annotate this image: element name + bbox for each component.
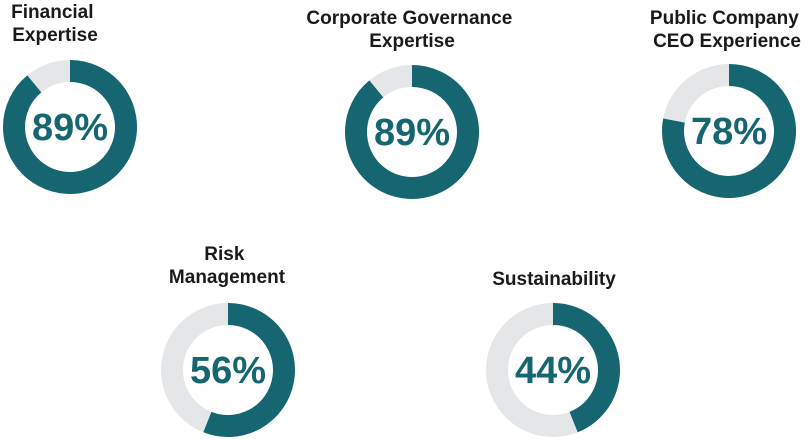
- donut-title-line-1: Risk: [204, 244, 245, 265]
- donut-filled-arc: [203, 303, 295, 437]
- donut-title: Public Company CEO Experience: [650, 8, 804, 52]
- donut-filled-arc: [345, 65, 479, 199]
- donut-title: Sustainability: [492, 269, 616, 290]
- donut-chart-sustainability: Sustainability 44%: [486, 269, 620, 437]
- donut-value-label: 89%: [374, 112, 450, 154]
- donut-title-line-2: CEO Experience: [653, 31, 801, 52]
- donut-title: Financial Expertise: [11, 2, 99, 46]
- donut-chart-public-company-ceo: Public Company CEO Experience 78%: [650, 8, 804, 198]
- donut-title-line-2: Expertise: [369, 31, 455, 52]
- donut-title-line-1: Corporate Governance: [306, 8, 512, 29]
- donut-value-label: 44%: [515, 350, 591, 392]
- donut-value-label: 78%: [691, 111, 767, 153]
- donut-filled-arc: [3, 60, 137, 194]
- donut-chart-corporate-governance: Corporate Governance Expertise 89%: [306, 8, 517, 199]
- donut-value-label: 56%: [190, 350, 266, 392]
- donut-title-line-1: Sustainability: [492, 269, 616, 290]
- donut-value-label: 89%: [32, 107, 108, 149]
- donut-title: Corporate Governance Expertise: [306, 8, 517, 52]
- donut-title-line-2: Management: [169, 267, 286, 288]
- donut-filled-arc: [662, 64, 796, 198]
- donut-title-line-1: Public Company: [650, 8, 799, 29]
- donut-chart-risk-management: Risk Management 56%: [161, 244, 295, 437]
- donut-title-line-1: Financial: [11, 2, 93, 23]
- donut-title: Risk Management: [169, 244, 286, 288]
- donut-title-line-2: Expertise: [12, 25, 98, 46]
- donut-chart-financial-expertise: Financial Expertise 89%: [3, 2, 137, 194]
- donut-filled-arc: [552, 303, 620, 433]
